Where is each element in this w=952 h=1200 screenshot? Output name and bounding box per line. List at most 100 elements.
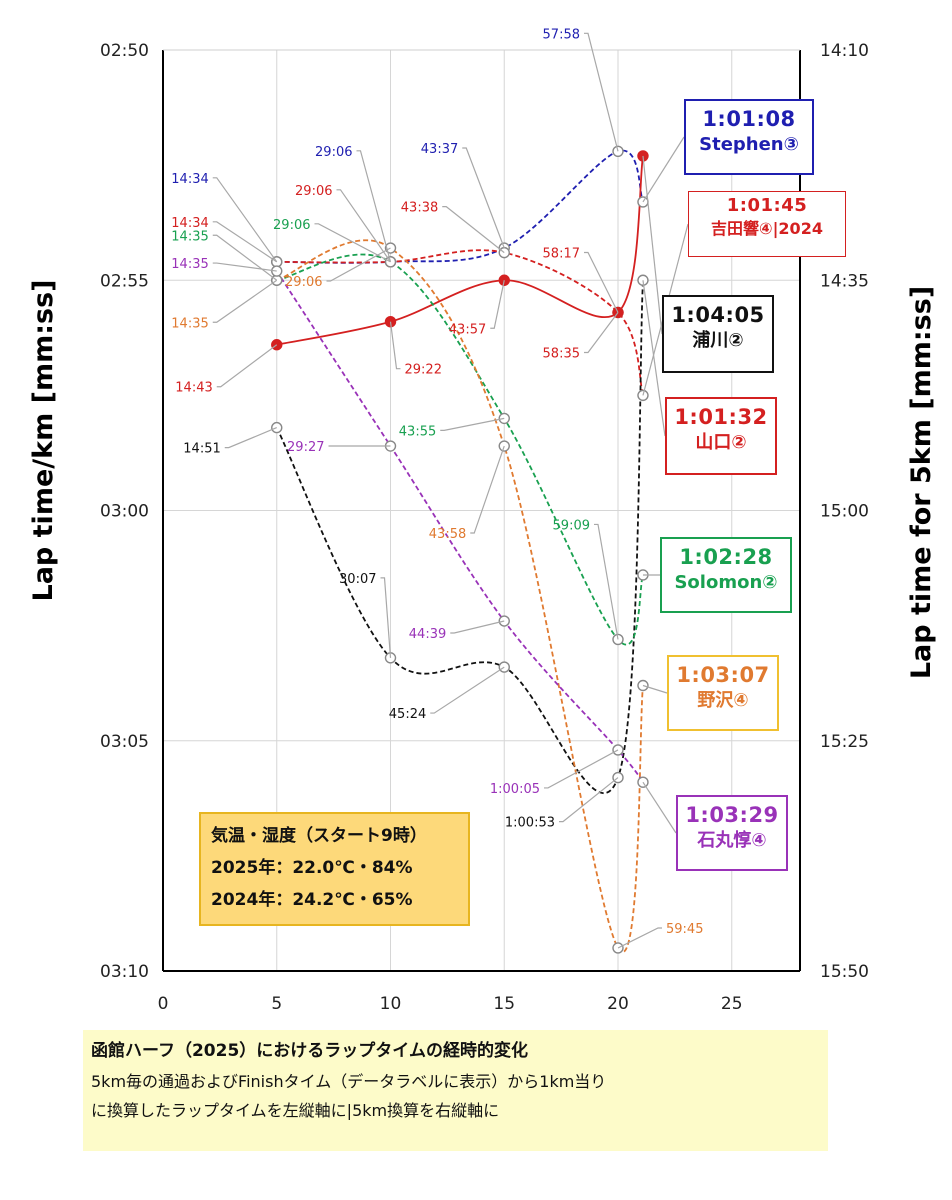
- runner-finish-time: 1:04:05: [671, 303, 765, 327]
- data-label: 43:37: [421, 142, 458, 157]
- data-label: 14:43: [175, 381, 212, 396]
- data-label: 14:51: [183, 442, 220, 457]
- data-label: 59:09: [553, 518, 590, 533]
- y-axis-title-left: Lap time/km [mm:ss]: [28, 280, 59, 602]
- leader-line: [380, 577, 392, 658]
- data-label: 14:35: [171, 229, 208, 244]
- data-label: 29:06: [315, 145, 352, 160]
- leader-line: [336, 189, 391, 263]
- leader-line: [617, 927, 662, 949]
- caption-title: 函館ハーフ（2025）におけるラップタイムの経時的変化: [91, 1041, 528, 1061]
- weather-2024: 2024年：24.2℃・65%: [211, 890, 413, 910]
- x-tick-label: 10: [380, 994, 402, 1014]
- data-label: 43:58: [429, 527, 466, 542]
- leader-line: [450, 620, 505, 634]
- series-line: [275, 270, 644, 783]
- data-label: 58:17: [543, 246, 580, 261]
- leader-line: [212, 234, 278, 281]
- leader-line: [212, 262, 277, 272]
- data-label-layer: 14:34 29:06 43:37 57:58 14:34 29:06 43:38 58:35…: [171, 27, 703, 949]
- runner-box-solomon: 1:02:28 Solomon②: [660, 537, 792, 613]
- finish-leader-line: [642, 684, 668, 694]
- weather-2025: 2025年：22.0℃・84%: [211, 858, 413, 878]
- runner-name: 山口②: [695, 432, 747, 454]
- axes: 0 5 10 15 20 25 02:50 14:10 02:55 14:35 03:00 15:00…: [28, 41, 937, 1014]
- runner-name: 浦川②: [692, 330, 744, 352]
- runner-finish-time: 1:03:07: [676, 663, 770, 687]
- y-right-tick-label: 14:35: [820, 271, 869, 291]
- runner-box-stephen: 1:01:08 Stephen③: [684, 99, 814, 175]
- finish-leader-line: [642, 155, 663, 335]
- runner-finish-time: 1:01:08: [702, 107, 796, 131]
- leader-line: [470, 445, 505, 534]
- y-left-tick-label: 02:55: [100, 271, 149, 291]
- runner-box-urakawa: 1:04:05 浦川②: [662, 295, 774, 373]
- data-label: 43:55: [399, 424, 436, 439]
- data-label: 14:34: [171, 172, 208, 187]
- x-tick-label: 20: [607, 994, 629, 1014]
- y-left-tick-label: 03:05: [100, 732, 149, 752]
- x-tick-label: 25: [721, 994, 743, 1014]
- runner-finish-time: 1:01:45: [726, 195, 808, 216]
- data-label: 29:06: [295, 184, 332, 199]
- y-left-tick-label: 03:10: [100, 962, 149, 982]
- data-label: 14:35: [171, 316, 208, 331]
- leader-line: [314, 223, 391, 263]
- runner-name: Solomon②: [674, 572, 778, 594]
- leader-line: [212, 279, 278, 323]
- leader-line: [389, 321, 401, 370]
- data-label: 59:45: [666, 922, 703, 937]
- weather-heading: 気温・湿度（スタート9時）: [211, 826, 427, 846]
- caption-line-2: に換算したラップタイムを左縦軸に|5km換算を右縦軸に: [91, 1101, 500, 1120]
- leader-line: [490, 280, 505, 329]
- finish-leader-line: [642, 781, 677, 834]
- runner-box-ishimaru: 1:03:29 石丸惇④: [676, 795, 788, 871]
- leader-line: [594, 523, 619, 640]
- y-right-tick-label: 15:50: [820, 962, 869, 982]
- leader-line: [462, 147, 505, 249]
- data-label: 43:38: [401, 201, 438, 216]
- y-axis-title-right: Lap time for 5km [mm:ss]: [906, 286, 937, 679]
- leader-line: [224, 427, 277, 449]
- data-label: 58:35: [543, 346, 580, 361]
- caption-line-1: 5km毎の通過およびFinishタイム（データラベルに表示）から1km当り: [91, 1072, 607, 1091]
- leader-line: [216, 344, 278, 388]
- data-label: 29:06: [285, 275, 322, 290]
- leader-line: [442, 206, 505, 254]
- data-label: 14:35: [171, 257, 208, 272]
- leader-line: [440, 417, 505, 431]
- data-label: 29:06: [273, 218, 310, 233]
- leader-line: [212, 177, 278, 263]
- data-label: 43:57: [449, 322, 486, 337]
- runner-finish-time: 1:02:28: [679, 545, 773, 569]
- y-left-tick-label: 02:50: [100, 41, 149, 61]
- x-tick-label: 15: [493, 994, 515, 1014]
- data-label: 30:07: [339, 572, 376, 587]
- leader-line: [544, 749, 619, 789]
- y-right-tick-label: 14:10: [820, 41, 869, 61]
- leader-line: [356, 150, 392, 262]
- runner-name: Stephen③: [699, 134, 799, 156]
- leader-line: [584, 312, 619, 354]
- finish-leader-line: [642, 280, 666, 437]
- runner-finish-time: 1:03:29: [685, 803, 779, 827]
- data-label: 57:58: [543, 27, 580, 42]
- leader-line: [212, 221, 278, 263]
- y-right-tick-label: 15:25: [820, 732, 869, 752]
- runner-box-nozawa: 1:03:07 野沢④: [667, 655, 779, 731]
- runner-name: 吉田響④|2024: [711, 219, 823, 239]
- runner-finish-time: 1:01:32: [674, 405, 768, 429]
- y-left-tick-label: 03:00: [100, 502, 149, 522]
- data-label: 45:24: [389, 707, 426, 722]
- series-line: [276, 149, 644, 264]
- runner-name: 石丸惇④: [697, 830, 767, 852]
- runner-box-yamaguchi: 1:01:32 山口②: [665, 397, 777, 475]
- runner-name: 野沢④: [697, 690, 749, 712]
- data-label: 14:34: [171, 216, 208, 231]
- weather-box: 気温・湿度（スタート9時） 2025年：22.0℃・84% 2024年：24.2…: [199, 812, 470, 926]
- runner-box-yoshida: 1:01:45 吉田響④|2024: [688, 191, 846, 257]
- data-label: 1:00:53: [505, 816, 555, 831]
- series-line: [275, 280, 644, 795]
- y-right-tick-label: 15:00: [820, 502, 869, 522]
- leader-line: [584, 251, 619, 313]
